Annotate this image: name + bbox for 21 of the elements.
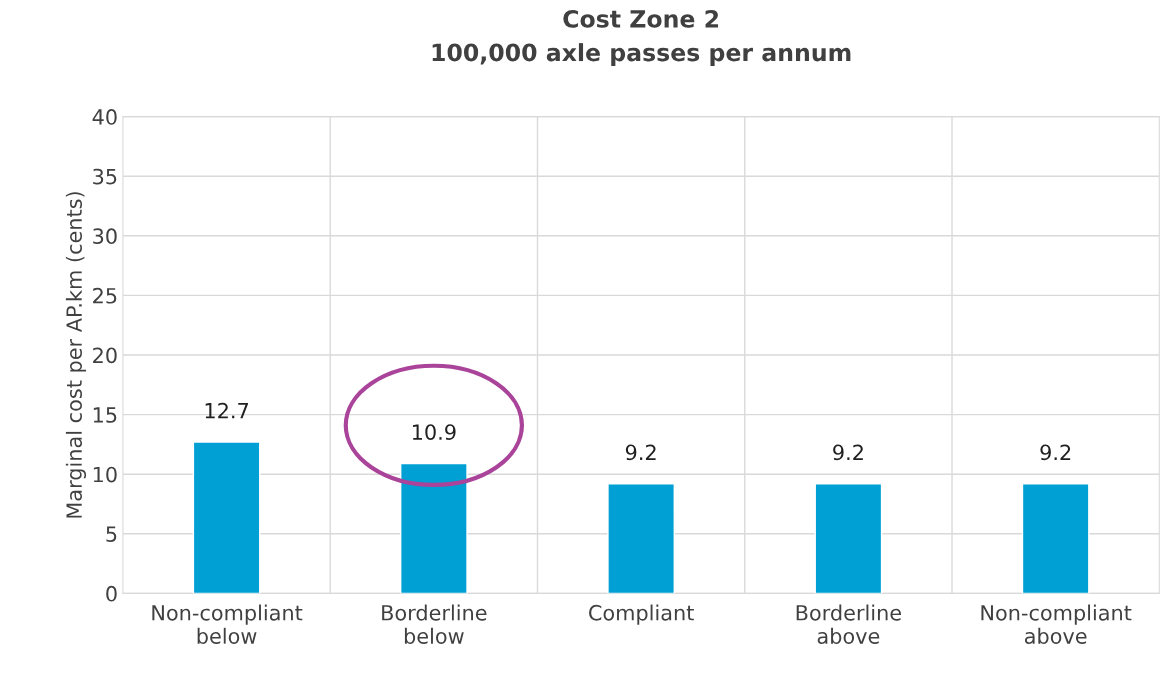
y-tick-label: 15 — [93, 407, 117, 423]
y-tick-label: 30 — [93, 228, 117, 245]
data-label: 9.2 — [625, 444, 656, 461]
y-tick-label: 20 — [93, 347, 117, 364]
y-tick-label: 0 — [106, 585, 117, 602]
y-tick-label: 40 — [92, 109, 117, 125]
data-label: 10.9 — [412, 424, 456, 440]
y-tick-label: 25 — [93, 287, 117, 304]
y-tick-label: 35 — [93, 168, 117, 185]
data-label: 9.2 — [1040, 444, 1071, 461]
data-label: 9.2 — [833, 444, 863, 461]
x-tick-label: Borderline above — [796, 604, 901, 644]
x-tick-label: Compliant — [589, 604, 694, 625]
data-label: 12.7 — [205, 402, 248, 419]
y-tick-label: 5 — [106, 526, 117, 543]
y-axis-title: Marginal cost per AP.km (cents) — [65, 192, 87, 518]
x-tick-label: Non-compliant above — [981, 604, 1132, 644]
chart-title: Cost Zone 2 100,000 axle passes per annum — [432, 9, 851, 66]
y-tick-label: 10 — [93, 466, 117, 483]
x-tick-label: Borderline below — [382, 604, 487, 644]
x-tick-label: Non-compliant below — [152, 604, 303, 644]
